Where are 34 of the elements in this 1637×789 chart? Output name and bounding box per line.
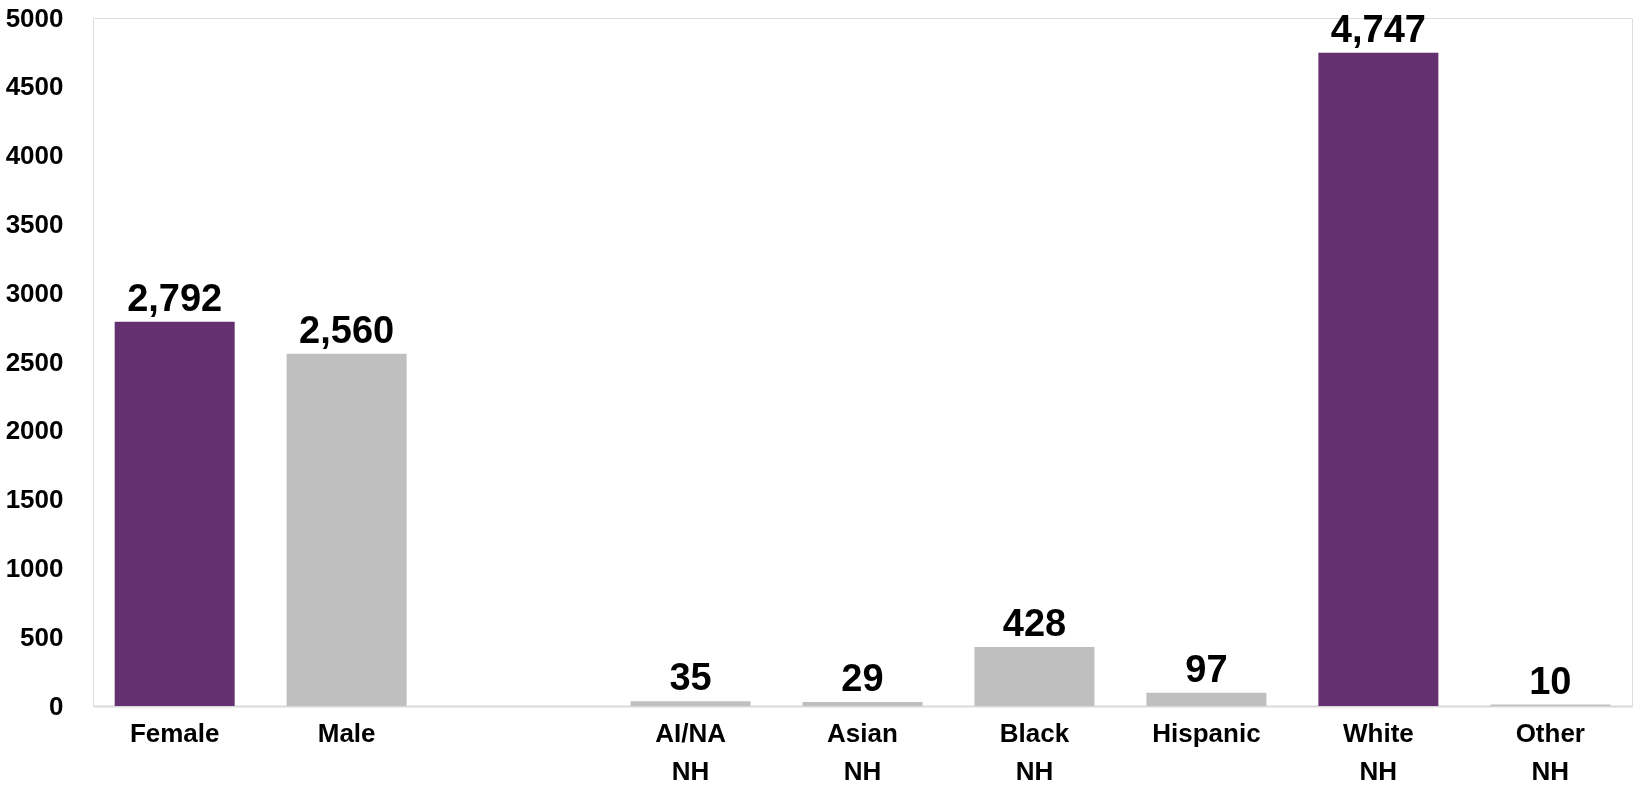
data-label: 2,792 bbox=[127, 276, 223, 319]
y-tick-label: 500 bbox=[20, 621, 64, 652]
y-tick-label: 1500 bbox=[5, 484, 64, 515]
bar bbox=[1318, 52, 1439, 706]
data-label: 35 bbox=[669, 656, 712, 699]
y-tick-label: 5000 bbox=[5, 2, 64, 33]
y-tick-label: 3000 bbox=[5, 277, 64, 308]
y-tick-label: 4500 bbox=[5, 71, 64, 102]
data-label: 29 bbox=[841, 657, 884, 700]
x-tick-label: AI/NA NH bbox=[655, 717, 727, 786]
x-tick-label: Female bbox=[129, 717, 220, 748]
data-label: 10 bbox=[1529, 659, 1572, 702]
bar bbox=[1146, 692, 1267, 706]
bar bbox=[802, 702, 923, 706]
y-tick-label: 2000 bbox=[5, 415, 64, 446]
y-tick-label: 1000 bbox=[5, 552, 64, 583]
y-tick-label: 2500 bbox=[5, 346, 64, 377]
data-label: 4,747 bbox=[1330, 7, 1426, 50]
x-tick-label: Other NH bbox=[1515, 717, 1585, 786]
x-tick-label: Black NH bbox=[999, 717, 1070, 786]
bar bbox=[286, 353, 407, 706]
x-tick-label: Male bbox=[317, 717, 376, 748]
x-tick-label: Hispanic bbox=[1152, 717, 1261, 748]
data-label: 97 bbox=[1185, 647, 1228, 690]
bar bbox=[974, 647, 1095, 706]
bar bbox=[630, 701, 751, 706]
data-label: 2,560 bbox=[299, 308, 395, 351]
y-tick-label: 3500 bbox=[5, 208, 64, 239]
bar bbox=[114, 321, 235, 706]
x-tick-label: White NH bbox=[1342, 717, 1414, 786]
x-tick-label: Asian NH bbox=[827, 717, 898, 786]
data-label: 428 bbox=[1002, 602, 1067, 645]
y-tick-label: 0 bbox=[49, 690, 64, 721]
y-tick-label: 4000 bbox=[5, 140, 64, 171]
